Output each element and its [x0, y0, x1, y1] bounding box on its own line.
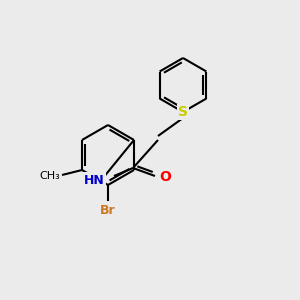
Text: O: O [159, 170, 171, 184]
Text: Br: Br [100, 204, 116, 217]
Text: HN: HN [84, 173, 105, 187]
Text: S: S [178, 105, 188, 119]
Text: CH₃: CH₃ [39, 171, 60, 181]
